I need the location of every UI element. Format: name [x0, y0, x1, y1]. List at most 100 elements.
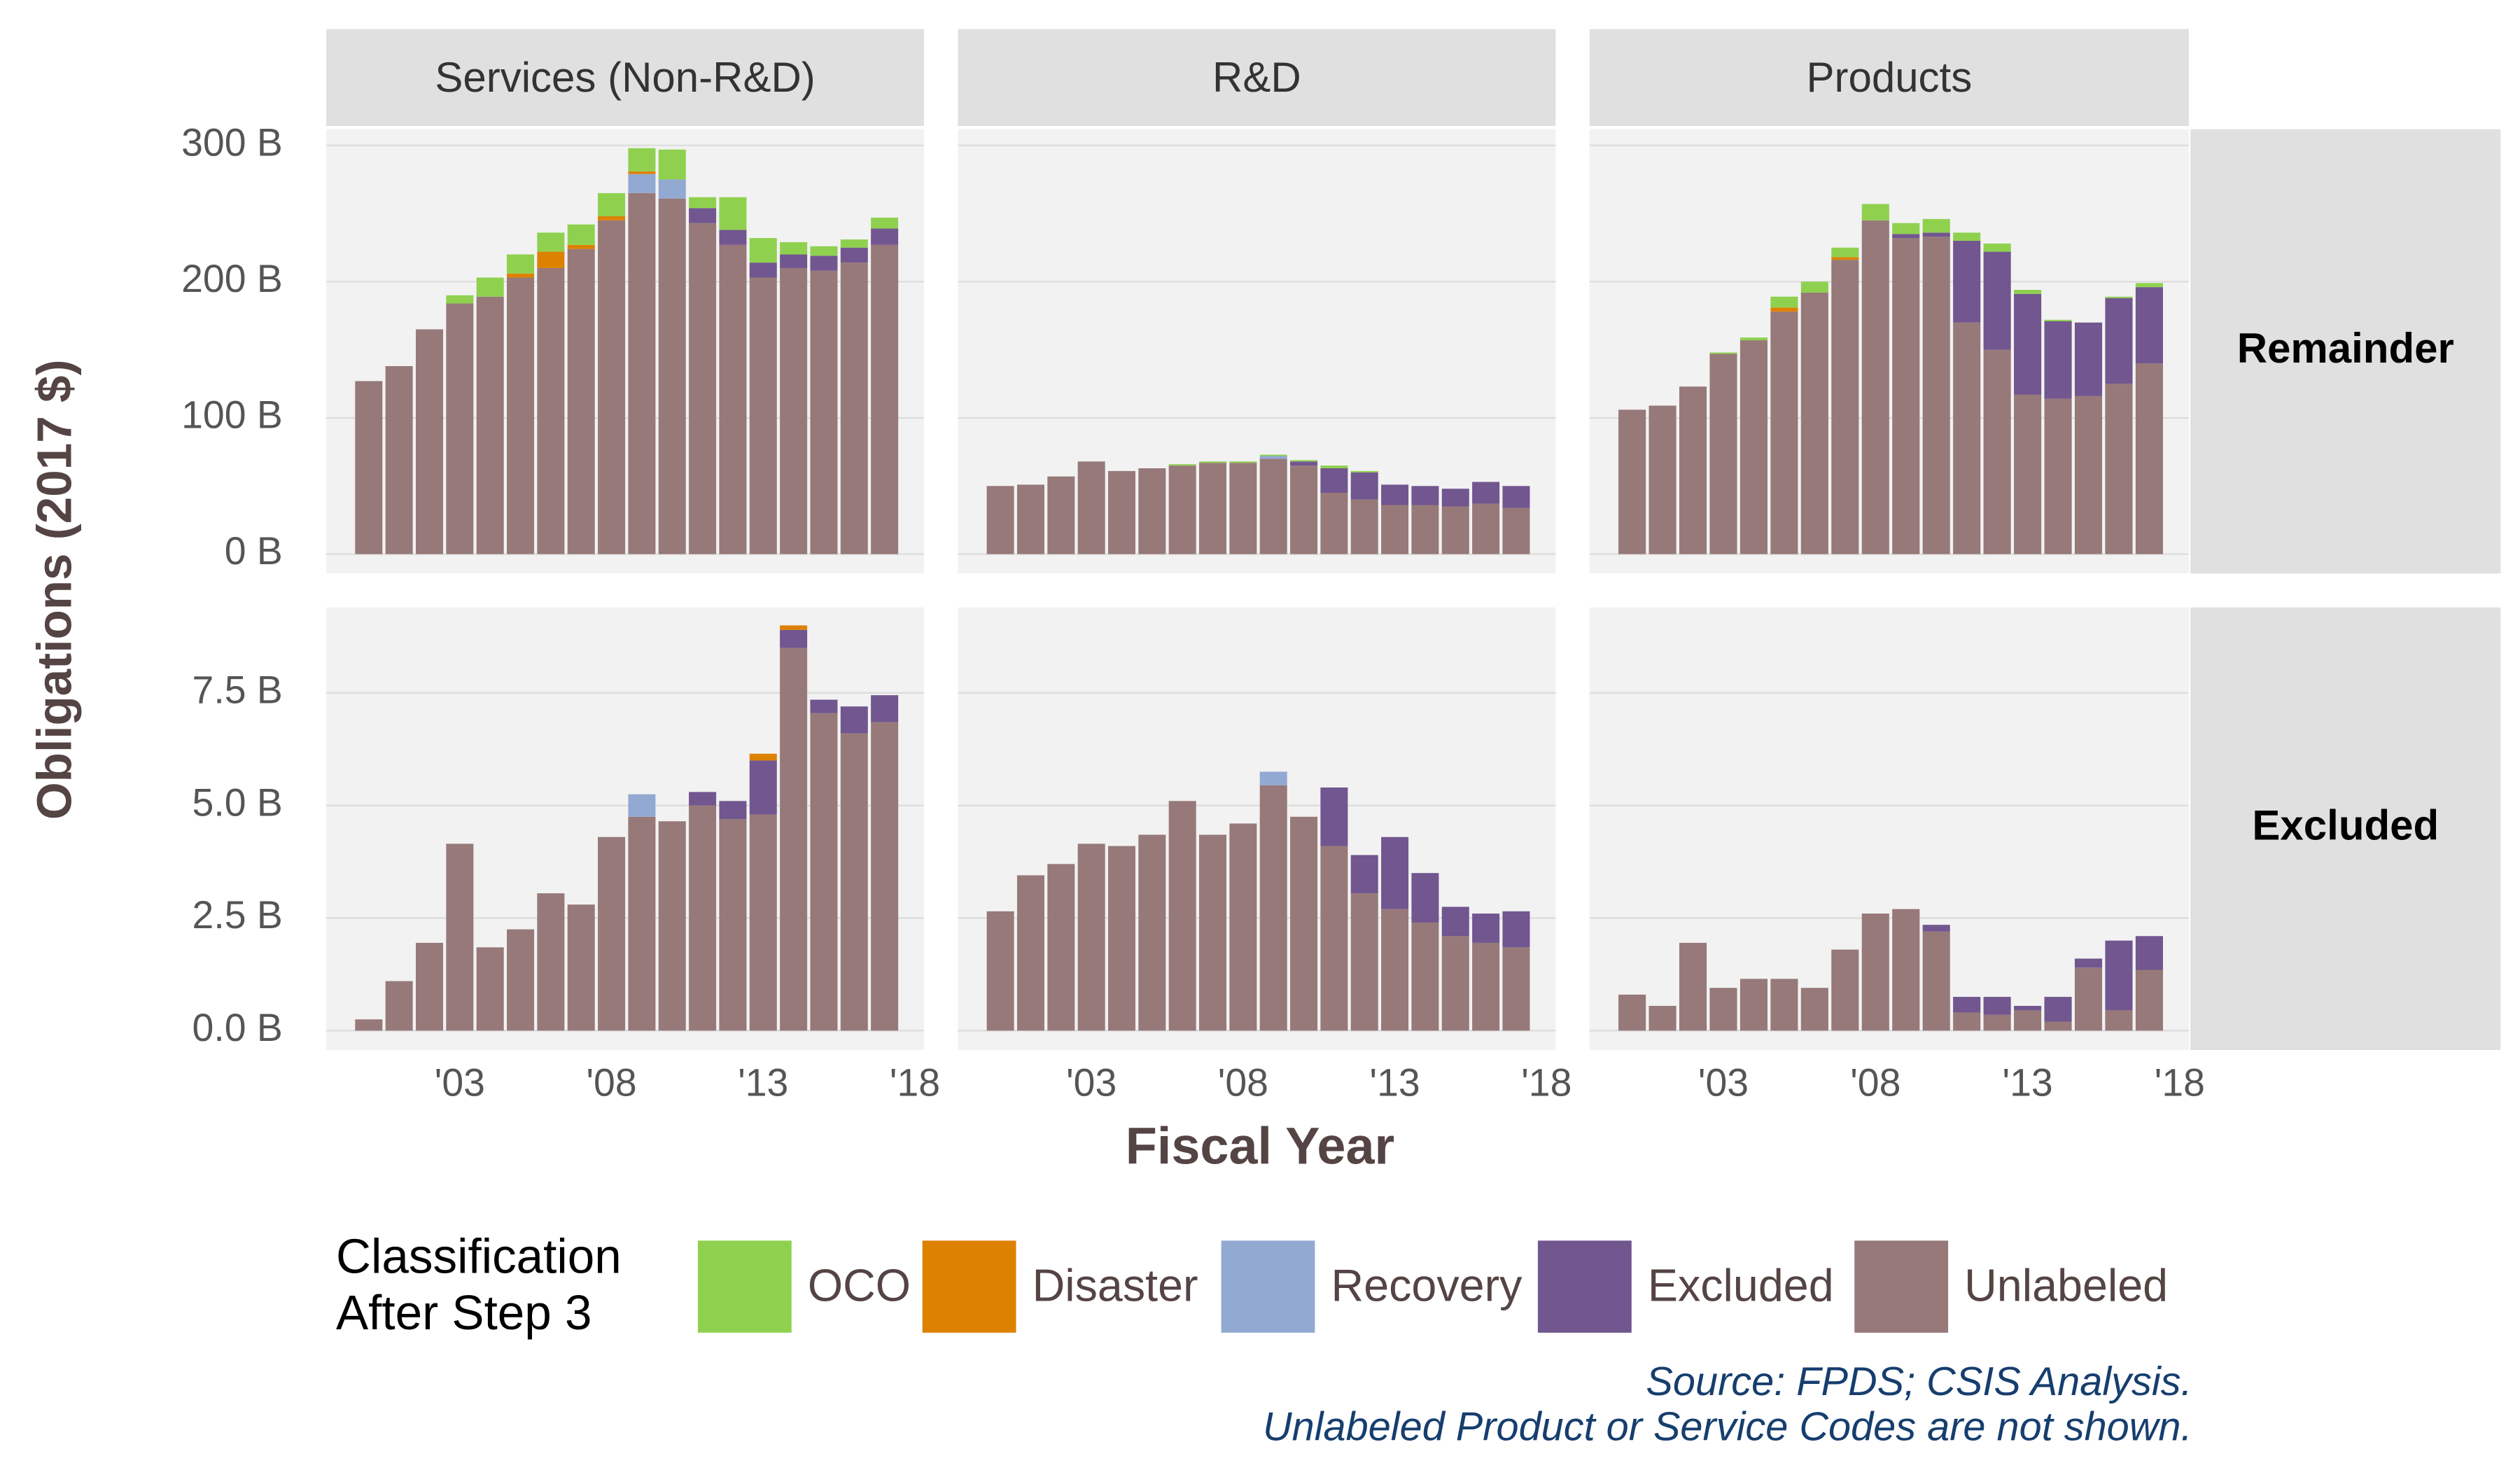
bar-segment: [1770, 307, 1798, 312]
bar-segment: [749, 814, 777, 1031]
y-tick-label: 100 B: [181, 393, 283, 437]
bar-segment: [1381, 909, 1409, 1031]
bar-segment: [1861, 220, 1889, 554]
bar-segment: [780, 629, 808, 648]
bar-segment: [1770, 296, 1798, 308]
bar-segment: [1709, 354, 1737, 554]
bar-segment: [1290, 461, 1318, 466]
bar-segment: [1892, 238, 1920, 554]
bar-segment: [628, 816, 656, 1031]
bar-segment: [567, 248, 595, 554]
bar-segment: [1047, 864, 1075, 1031]
x-tick-label: '13: [1370, 1060, 1420, 1104]
bar-segment: [507, 929, 535, 1031]
row-strip-label: Excluded: [2252, 802, 2439, 849]
x-tick-label: '13: [738, 1060, 788, 1104]
bar-segment: [567, 224, 595, 245]
bar-segment: [1709, 988, 1737, 1031]
y-tick-label: 200 B: [181, 257, 283, 300]
bar-segment: [1740, 340, 1768, 554]
bar-segment: [507, 273, 535, 278]
row-strip: [2190, 607, 2501, 1050]
bar-segment: [1320, 468, 1348, 493]
bar-segment: [749, 760, 777, 815]
bar-segment: [2105, 1010, 2133, 1031]
bar-segment: [780, 648, 808, 1031]
bar-segment: [1168, 464, 1196, 466]
bar-segment: [1618, 994, 1646, 1031]
bar-segment: [719, 801, 747, 820]
bar-segment: [1953, 232, 1981, 241]
bar-segment: [1168, 801, 1196, 1031]
bar-segment: [1618, 410, 1646, 554]
bar-segment: [2044, 1021, 2072, 1031]
bar-segment: [1922, 232, 1950, 237]
bar-segment: [598, 220, 626, 554]
bar-segment: [1983, 349, 2011, 554]
x-tick-label: '03: [1698, 1060, 1749, 1104]
bar-segment: [871, 217, 899, 229]
bar-segment: [1441, 489, 1469, 507]
x-tick-label: '08: [1850, 1060, 1900, 1104]
bar-segment: [1953, 322, 1981, 554]
bar-segment: [1892, 223, 1920, 234]
bar-segment: [385, 366, 413, 554]
bar-segment: [1411, 873, 1439, 923]
bar-segment: [840, 262, 868, 554]
bar-segment: [1320, 787, 1348, 846]
source-note: Source: FPDS; CSIS Analysis.: [1646, 1359, 2192, 1404]
bar-segment: [689, 223, 717, 554]
bar-segment: [598, 192, 626, 216]
y-tick-label: 7.5 B: [192, 668, 283, 712]
bar-segment: [1922, 931, 1950, 1031]
bar-segment: [2044, 319, 2072, 321]
row-strip-label: Remainder: [2237, 325, 2454, 372]
legend-swatch: [697, 1240, 792, 1333]
bar-segment: [1138, 834, 1166, 1031]
bar-segment: [2074, 322, 2103, 396]
bar-segment: [1381, 484, 1409, 505]
bar-segment: [1800, 988, 1828, 1031]
bar-segment: [1472, 503, 1500, 554]
bar-segment: [1831, 949, 1859, 1031]
bar-segment: [1199, 461, 1227, 463]
bar-segment: [749, 277, 777, 554]
bar-segment: [1350, 499, 1378, 554]
bar-segment: [1922, 237, 1950, 554]
bar-segment: [1411, 486, 1439, 505]
bar-segment: [1983, 243, 2011, 252]
bar-segment: [1502, 947, 1530, 1031]
bar-segment: [1320, 465, 1348, 468]
bar-segment: [1229, 823, 1257, 1031]
x-tick-label: '18: [890, 1060, 940, 1104]
bar-segment: [598, 836, 626, 1031]
legend-label: Excluded: [1648, 1261, 1834, 1311]
x-tick-label: '13: [2003, 1060, 2053, 1104]
bar-segment: [416, 329, 444, 554]
bar-segment: [2105, 296, 2133, 298]
bar-segment: [1350, 893, 1378, 1031]
bar-segment: [1953, 997, 1981, 1013]
y-tick-label: 5.0 B: [192, 780, 283, 824]
bar-segment: [1320, 846, 1348, 1031]
bar-segment: [1502, 911, 1530, 948]
bar-segment: [1259, 771, 1287, 785]
bar-segment: [749, 262, 777, 278]
bar-segment: [2044, 321, 2072, 399]
bar-segment: [1983, 997, 2011, 1015]
bar-segment: [810, 255, 838, 271]
bar-segment: [2105, 384, 2133, 554]
x-axis-label: Fiscal Year: [1126, 1117, 1395, 1175]
bar-segment: [1892, 909, 1920, 1031]
bar-segment: [476, 277, 504, 297]
bar-segment: [1709, 352, 1737, 354]
bar-segment: [507, 254, 535, 274]
bar-segment: [1047, 476, 1075, 554]
bar-segment: [871, 722, 899, 1031]
bar-segment: [689, 208, 717, 223]
column-strip: [1589, 29, 2189, 127]
bar-segment: [2105, 298, 2133, 384]
bar-segment: [1290, 460, 1318, 462]
